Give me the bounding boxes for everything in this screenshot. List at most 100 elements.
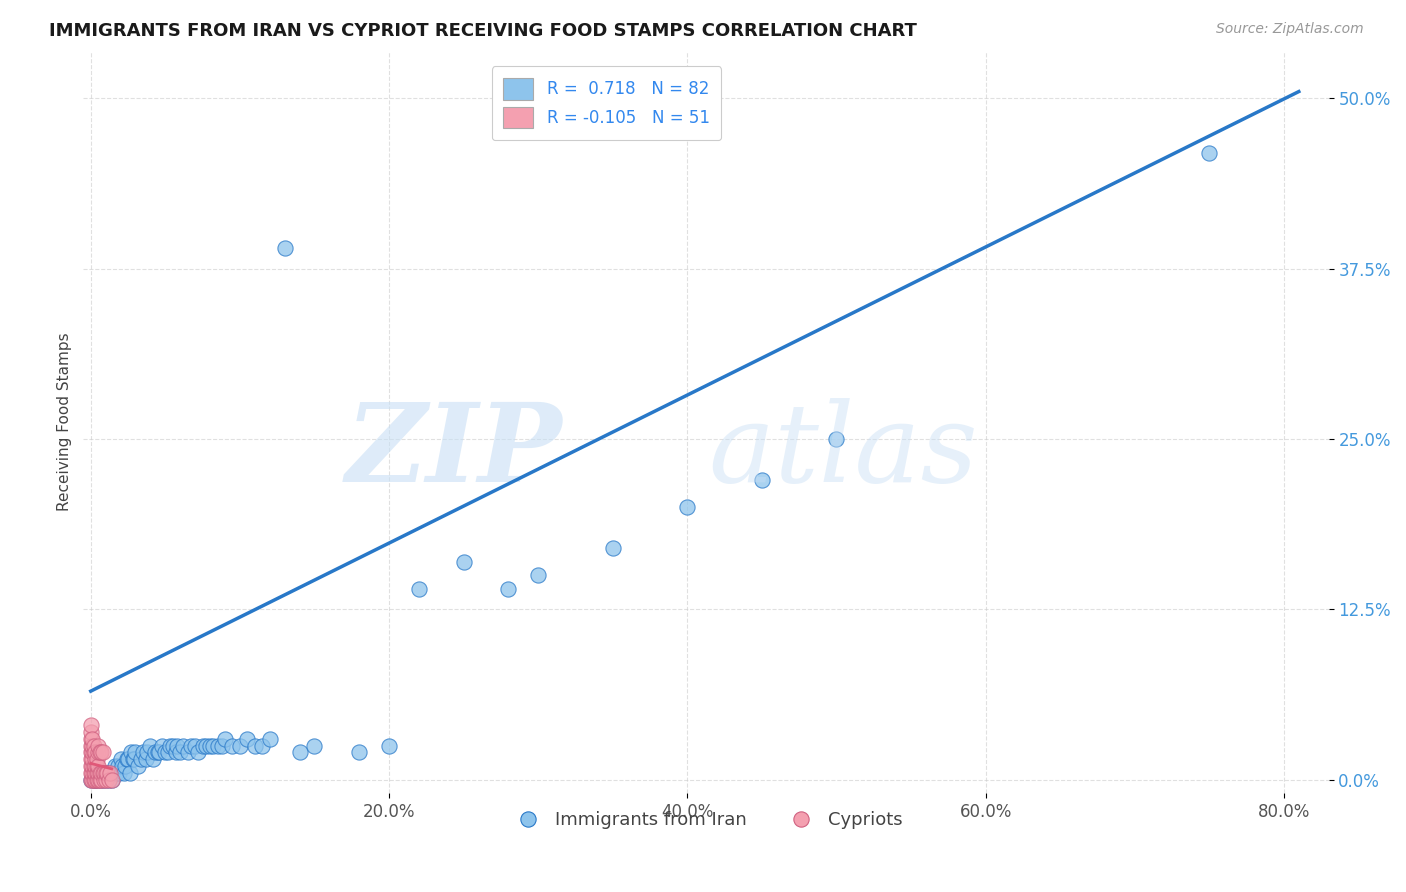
Point <box>172 739 194 753</box>
Point <box>184 739 207 753</box>
Point <box>124 746 146 760</box>
Point <box>80 759 103 773</box>
Point <box>527 568 550 582</box>
Point <box>378 739 401 753</box>
Point <box>87 772 110 787</box>
Point <box>97 772 120 787</box>
Point <box>80 752 103 766</box>
Point <box>86 772 108 787</box>
Point <box>96 765 118 780</box>
Point <box>97 772 120 787</box>
Point <box>80 772 103 787</box>
Point <box>80 731 103 746</box>
Point <box>131 752 153 766</box>
Point <box>176 746 198 760</box>
Point <box>229 739 252 753</box>
Point <box>91 765 114 780</box>
Point <box>83 772 105 787</box>
Point <box>91 772 114 787</box>
Legend: Immigrants from Iran, Cypriots: Immigrants from Iran, Cypriots <box>502 804 910 837</box>
Point <box>198 739 221 753</box>
Point <box>83 765 105 780</box>
Point <box>90 772 112 787</box>
Point <box>86 759 108 773</box>
Point <box>82 731 104 746</box>
Point <box>84 772 107 787</box>
Point <box>84 759 107 773</box>
Point <box>84 765 107 780</box>
Point <box>751 473 773 487</box>
Point <box>87 759 110 773</box>
Point <box>166 739 188 753</box>
Point <box>94 765 117 780</box>
Point <box>87 772 110 787</box>
Point <box>80 739 103 753</box>
Point <box>304 739 326 753</box>
Point <box>207 739 229 753</box>
Point <box>100 772 122 787</box>
Point <box>101 765 124 780</box>
Point <box>90 772 112 787</box>
Point <box>90 765 112 780</box>
Point <box>83 759 105 773</box>
Point <box>157 746 180 760</box>
Point <box>602 541 624 555</box>
Point <box>94 772 117 787</box>
Point <box>135 752 157 766</box>
Point <box>214 731 236 746</box>
Point <box>82 739 104 753</box>
Point <box>121 752 143 766</box>
Point <box>84 752 107 766</box>
Point <box>408 582 430 596</box>
Point <box>127 759 149 773</box>
Point <box>120 746 142 760</box>
Text: IMMIGRANTS FROM IRAN VS CYPRIOT RECEIVING FOOD STAMPS CORRELATION CHART: IMMIGRANTS FROM IRAN VS CYPRIOT RECEIVIN… <box>49 22 917 40</box>
Point <box>236 731 259 746</box>
Point <box>194 739 217 753</box>
Point <box>86 765 108 780</box>
Point <box>162 739 184 753</box>
Point <box>80 718 103 732</box>
Point <box>96 765 118 780</box>
Point <box>89 746 111 760</box>
Point <box>117 752 139 766</box>
Point <box>136 746 159 760</box>
Point <box>211 739 233 753</box>
Point <box>221 739 243 753</box>
Point <box>146 746 169 760</box>
Point <box>169 746 191 760</box>
Point <box>82 752 104 766</box>
Point <box>191 739 214 753</box>
Point <box>159 739 181 753</box>
Point <box>243 739 266 753</box>
Point <box>82 759 104 773</box>
Point <box>104 759 127 773</box>
Point <box>347 746 370 760</box>
Point <box>93 765 115 780</box>
Point <box>86 752 108 766</box>
Point <box>98 765 121 780</box>
Point <box>80 772 103 787</box>
Point <box>111 759 134 773</box>
Point <box>94 765 117 780</box>
Point <box>82 746 104 760</box>
Point <box>142 752 165 766</box>
Point <box>98 765 121 780</box>
Point <box>82 772 104 787</box>
Point <box>202 739 225 753</box>
Point <box>148 746 170 760</box>
Point <box>118 765 141 780</box>
Point <box>89 772 111 787</box>
Point <box>676 500 699 515</box>
Point <box>89 765 111 780</box>
Point <box>453 555 475 569</box>
Point <box>84 772 107 787</box>
Point <box>89 765 111 780</box>
Point <box>84 746 107 760</box>
Point <box>87 765 110 780</box>
Point <box>80 725 103 739</box>
Point <box>93 765 115 780</box>
Point <box>87 739 110 753</box>
Point <box>108 765 131 780</box>
Point <box>105 765 128 780</box>
